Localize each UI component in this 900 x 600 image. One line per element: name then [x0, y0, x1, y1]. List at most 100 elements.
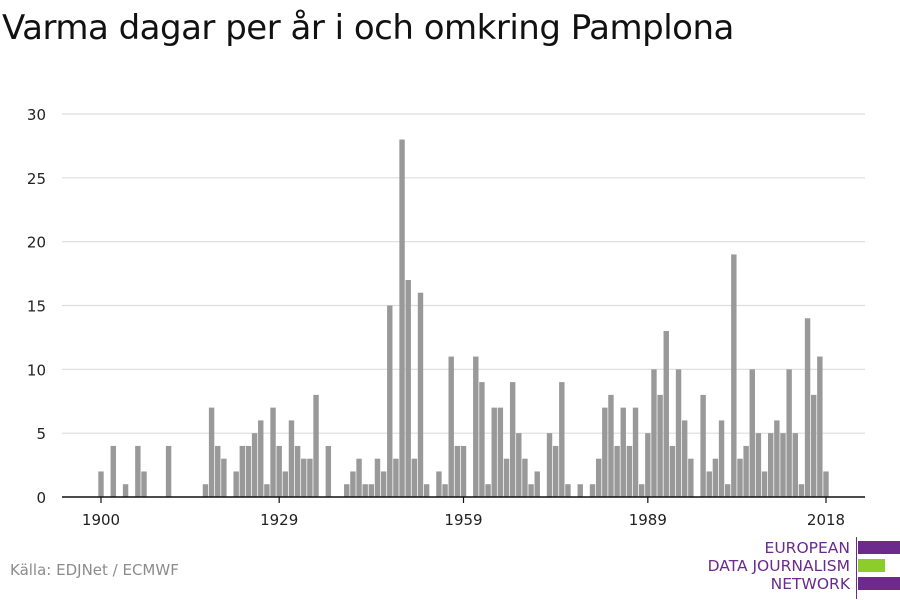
axes: 0 5 10 15 20 25 30 1900 1929 1959 1989 2018: [27, 106, 865, 529]
bar-2012: [786, 369, 792, 497]
gridlines: [62, 113, 865, 434]
bar-1969: [522, 458, 528, 497]
bar-1917: [202, 484, 209, 497]
bar-1980: [589, 484, 596, 497]
bar-1926: [258, 420, 264, 497]
y-tick-label: 30: [27, 106, 46, 124]
bar-1920: [221, 458, 227, 497]
bar-1968: [516, 433, 522, 497]
bar-1924: [245, 445, 252, 497]
bar-1943: [362, 484, 368, 497]
bar-1965: [497, 407, 504, 497]
bar-1978: [577, 484, 583, 497]
bar-2016: [811, 394, 817, 497]
y-tick-label: 20: [27, 234, 46, 252]
bar-1962: [479, 382, 485, 497]
bar-1958: [454, 445, 461, 497]
bar-1994: [675, 369, 682, 497]
bars: [98, 139, 829, 498]
bar-2004: [737, 458, 743, 497]
logo-divider: [856, 537, 857, 599]
bar-1951: [411, 458, 418, 497]
bar-2003: [731, 254, 737, 497]
bar-1941: [350, 471, 356, 497]
bar-1983: [608, 394, 614, 497]
bar-2000: [712, 458, 719, 497]
bar-1957: [448, 356, 454, 497]
source-label: Källa: EDJNet / ECMWF: [10, 561, 179, 579]
page-title: Varma dagar per år i och omkring Pamplon…: [2, 8, 734, 48]
logo-stripe-purple-bottom: [858, 577, 900, 590]
bar-1990: [651, 369, 657, 497]
bar-1984: [614, 445, 620, 497]
bar-2010: [774, 420, 780, 497]
bar-1948: [393, 458, 399, 497]
bar-1973: [546, 433, 553, 497]
x-tick-label: 1900: [82, 511, 120, 529]
bar-2015: [804, 318, 811, 497]
bar-1996: [688, 458, 694, 497]
bar-2005: [743, 445, 749, 497]
bar-1985: [620, 407, 626, 497]
bar-1998: [700, 394, 706, 497]
bar-1950: [405, 279, 411, 497]
bar-1911: [165, 445, 172, 497]
logo-line-1: EUROPEAN: [764, 539, 850, 557]
bar-1966: [503, 458, 510, 497]
bar-1929: [276, 445, 282, 497]
bar-1944: [368, 484, 375, 497]
logo-line-2: DATA JOURNALISM: [707, 557, 850, 575]
bar-2018: [823, 471, 829, 497]
x-tick-label: 2018: [807, 511, 845, 529]
bar-1940: [344, 484, 350, 497]
bar-1999: [706, 471, 712, 497]
bar-1946: [380, 471, 387, 497]
bar-1928: [270, 407, 276, 497]
bar-1930: [282, 471, 289, 497]
bar-1932: [294, 445, 301, 497]
bar-1981: [595, 458, 602, 497]
bar-2008: [761, 471, 768, 497]
bar-1906: [135, 445, 141, 497]
x-tick-label: 1929: [260, 511, 298, 529]
bar-2007: [755, 433, 762, 497]
bar-1933: [301, 458, 307, 497]
bar-1949: [399, 139, 405, 498]
bar-1986: [626, 445, 633, 497]
bar-1935: [313, 394, 319, 497]
x-tick-label: 1989: [629, 511, 667, 529]
bar-1991: [657, 394, 663, 497]
bar-1987: [632, 407, 639, 497]
bar-1992: [663, 331, 669, 497]
bar-1988: [638, 484, 645, 497]
bar-1900: [98, 471, 104, 497]
bar-1963: [485, 484, 491, 497]
edjnet-logo: EUROPEAN DATA JOURNALISM NETWORK: [700, 537, 900, 599]
bar-1947: [387, 305, 393, 497]
bar-1919: [215, 445, 221, 497]
bar-1975: [559, 382, 565, 497]
bar-1953: [423, 484, 430, 497]
logo-line-3: NETWORK: [770, 575, 850, 593]
bar-1922: [233, 471, 239, 497]
bar-2001: [718, 420, 725, 497]
bar-1955: [436, 471, 442, 497]
bar-1967: [509, 382, 516, 497]
bar-1927: [264, 484, 270, 497]
bar-1974: [552, 445, 559, 497]
bar-2009: [768, 433, 774, 497]
bar-2017: [817, 356, 823, 497]
bar-2014: [798, 484, 805, 497]
bar-1902: [110, 445, 116, 497]
x-tick-label: 1959: [444, 511, 482, 529]
bar-1937: [325, 445, 332, 497]
logo-stripe-green: [858, 559, 885, 572]
y-tick-label: 25: [27, 170, 46, 188]
bar-1931: [288, 420, 295, 497]
bar-2002: [724, 484, 731, 497]
bar-1918: [208, 407, 215, 497]
bar-1923: [239, 445, 246, 497]
bar-1982: [602, 407, 608, 497]
bar-1956: [442, 484, 448, 497]
